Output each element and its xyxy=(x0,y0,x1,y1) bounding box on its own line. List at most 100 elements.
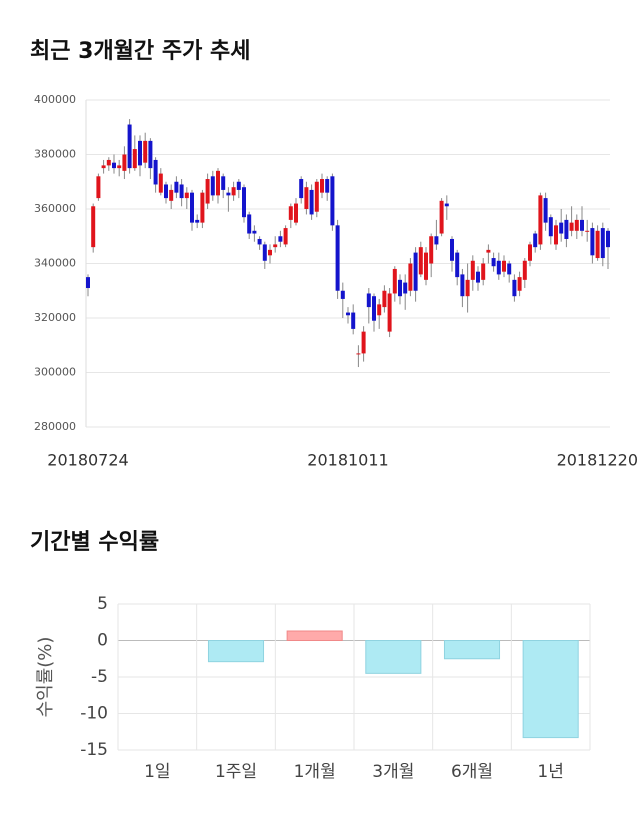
candle-body xyxy=(569,222,574,231)
y-axis-label: 수익률(%) xyxy=(35,637,56,718)
candle-body xyxy=(117,165,122,169)
candle-body xyxy=(356,353,361,355)
bar xyxy=(522,640,579,739)
y-tick-label: 340000 xyxy=(34,257,76,270)
candle-body xyxy=(340,290,345,299)
candle-body xyxy=(444,203,449,207)
y-tick-label: 360000 xyxy=(34,202,76,215)
candle-body xyxy=(179,184,184,199)
candle-body xyxy=(418,247,423,275)
candle-body xyxy=(268,249,272,256)
candle-body xyxy=(600,228,605,259)
candle-body xyxy=(460,274,465,297)
candle-body xyxy=(112,162,116,169)
candle-body xyxy=(335,225,340,291)
candle-body xyxy=(210,176,215,196)
candle-body xyxy=(320,179,324,193)
candle-body xyxy=(153,159,158,185)
y-tick-label: 5 xyxy=(97,594,108,614)
candle-body xyxy=(424,252,428,280)
candle-body xyxy=(299,179,304,199)
candle-body xyxy=(164,184,168,199)
candle-body xyxy=(585,230,590,232)
candle-body xyxy=(366,293,371,308)
candle-body xyxy=(372,296,376,321)
candle-body xyxy=(470,260,475,280)
bar xyxy=(365,640,422,674)
x-tick-label: 3개월 xyxy=(372,762,414,782)
candle-body xyxy=(559,222,564,234)
candle-body xyxy=(512,279,517,297)
candle-body xyxy=(143,140,148,163)
candle-body xyxy=(554,225,558,245)
candle-body xyxy=(309,189,314,215)
candle-body xyxy=(257,238,262,245)
chart-title: 기간별 수익률 xyxy=(30,530,159,555)
candle-body xyxy=(158,173,163,193)
candle-body xyxy=(574,219,579,231)
candle-body xyxy=(528,244,532,261)
candle-body xyxy=(86,277,90,289)
candle-body xyxy=(216,170,220,196)
x-tick-label: 20181011 xyxy=(307,451,388,470)
candle-body xyxy=(278,236,283,242)
candle-body xyxy=(403,282,408,294)
chart-title: 최근 3개월간 주가 추세 xyxy=(30,39,250,64)
candle-body xyxy=(382,290,387,308)
y-tick-label: -5 xyxy=(91,667,108,687)
candle-body xyxy=(101,165,106,169)
candle-body xyxy=(502,260,506,272)
x-tick-label: 1년 xyxy=(537,762,563,782)
y-tick-label: 320000 xyxy=(34,311,76,324)
candle-body xyxy=(148,140,153,169)
candle-body xyxy=(122,154,127,171)
y-tick-label: 400000 xyxy=(34,93,76,106)
candle-body xyxy=(481,263,486,280)
candle-body xyxy=(138,140,142,166)
candle-body xyxy=(398,279,402,297)
candle-body xyxy=(387,293,392,332)
x-tick-label: 6개월 xyxy=(451,762,493,782)
candle-body xyxy=(330,176,335,226)
y-tick-label: 300000 xyxy=(34,366,76,379)
bar xyxy=(207,640,265,663)
x-tick-label: 1주일 xyxy=(215,762,257,782)
x-tick-label: 1개월 xyxy=(294,762,336,782)
candle-body xyxy=(507,263,512,275)
bar xyxy=(286,630,343,642)
candle-body xyxy=(314,181,319,212)
candle-body xyxy=(522,260,527,280)
candle-body xyxy=(486,249,491,253)
bar xyxy=(443,640,501,660)
candle-body xyxy=(595,230,600,259)
candle-body xyxy=(231,187,236,196)
candle-body xyxy=(434,236,439,245)
candle-body xyxy=(190,192,194,223)
candle-body xyxy=(465,279,470,297)
candle-body xyxy=(91,206,96,248)
candle-body xyxy=(408,263,413,291)
candle-body xyxy=(195,219,200,223)
candle-body xyxy=(413,252,418,291)
candle-body xyxy=(283,228,288,245)
candle-body xyxy=(548,217,553,237)
y-tick-label: 280000 xyxy=(34,420,76,433)
candle-body xyxy=(325,179,330,193)
x-tick-label: 20181220 xyxy=(557,451,638,470)
candle-body xyxy=(226,192,231,196)
candle-body xyxy=(361,331,366,354)
candle-body xyxy=(351,312,356,329)
candle-body xyxy=(106,159,111,166)
candle-body xyxy=(200,192,205,223)
candle-body xyxy=(96,176,101,199)
candle-body xyxy=(455,252,460,278)
candle-body xyxy=(242,187,246,218)
y-tick-label: 380000 xyxy=(34,148,76,161)
candle-body xyxy=(517,277,522,291)
y-tick-label: -10 xyxy=(80,704,108,724)
candle-body xyxy=(533,233,538,248)
y-tick-label: 0 xyxy=(97,631,108,651)
y-tick-label: -15 xyxy=(80,740,108,760)
candle-body xyxy=(127,124,132,169)
